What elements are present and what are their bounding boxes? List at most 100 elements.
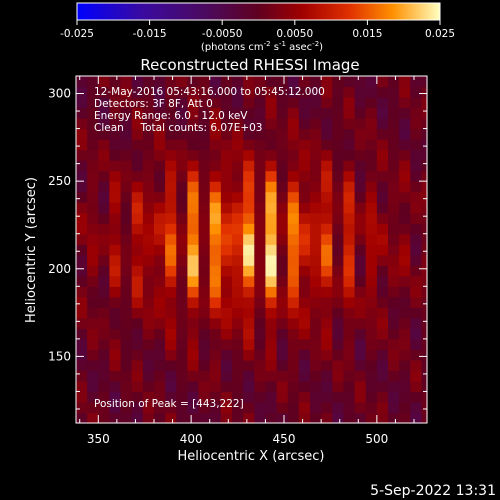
heatmap-cell <box>209 86 222 98</box>
heatmap-cell <box>209 412 222 424</box>
heatmap-cell <box>343 244 356 256</box>
heatmap-cell <box>298 286 311 298</box>
heatmap-cell <box>265 202 278 214</box>
heatmap-cell <box>376 212 389 224</box>
heatmap-cell <box>131 244 144 256</box>
heatmap-cell <box>243 380 255 393</box>
heatmap-cell <box>76 265 88 277</box>
heatmap-cell <box>198 86 211 98</box>
heatmap-cell <box>388 160 400 172</box>
heatmap-cell <box>198 181 211 193</box>
heatmap-cell <box>343 254 356 266</box>
heatmap-cell <box>321 86 333 98</box>
heatmap-cell <box>243 401 255 414</box>
heatmap-cell <box>198 370 211 382</box>
heatmap-cell <box>276 349 289 361</box>
heatmap-cell <box>209 170 222 182</box>
heatmap-cell <box>276 380 289 393</box>
heatmap-cell <box>142 391 155 403</box>
heatmap-cell <box>154 412 166 424</box>
heatmap-cell <box>376 149 389 161</box>
heatmap-cell <box>131 286 144 298</box>
heatmap-cell <box>354 370 367 382</box>
heatmap-cell <box>287 191 300 203</box>
y-tick-label: 200 <box>48 262 71 276</box>
heatmap-cell <box>410 139 423 151</box>
heatmap-cell <box>310 286 322 298</box>
heatmap-cell <box>142 202 155 214</box>
heatmap-cell <box>198 160 211 172</box>
heatmap-cell <box>154 107 166 119</box>
heatmap-cell <box>120 275 133 287</box>
heatmap-cell <box>388 149 400 161</box>
heatmap-cell <box>376 233 389 245</box>
heatmap-cell <box>343 307 356 319</box>
heatmap-cell <box>388 244 400 256</box>
heatmap-cell <box>87 338 99 350</box>
heatmap-cell <box>321 275 333 287</box>
heatmap-cell <box>388 391 400 403</box>
heatmap-cell <box>76 212 88 224</box>
heatmap-cell <box>187 338 200 350</box>
heatmap-cell <box>209 118 222 130</box>
heatmap-cell <box>365 202 378 214</box>
heatmap-cell <box>310 107 322 119</box>
heatmap-cell <box>176 275 189 287</box>
heatmap-cell <box>376 265 389 277</box>
heatmap-cell <box>232 286 244 298</box>
heatmap-cell <box>76 170 88 182</box>
heatmap-cell <box>399 370 411 382</box>
heatmap-cell <box>165 118 177 130</box>
heatmap-cell <box>343 107 356 119</box>
heatmap-cell <box>109 139 122 151</box>
heatmap-cell <box>287 338 300 350</box>
heatmap-cell <box>165 401 177 414</box>
heatmap-cell <box>232 86 244 98</box>
heatmap-cell <box>321 265 333 277</box>
heatmap-cell <box>332 370 345 382</box>
heatmap-cell <box>176 401 189 414</box>
heatmap-cell <box>187 317 200 329</box>
heatmap-cell <box>410 233 423 245</box>
heatmap-cell <box>232 223 244 235</box>
heatmap-cell <box>187 296 200 308</box>
heatmap-cell <box>399 149 411 161</box>
heatmap-cell <box>388 76 400 88</box>
heatmap-cell <box>187 380 200 393</box>
heatmap-cell <box>354 307 367 319</box>
heatmap-cell <box>332 254 345 266</box>
heatmap-cell <box>410 391 423 403</box>
heatmap-cell <box>254 317 267 329</box>
colorbar: -0.025 -0.015 -0.0050 0.0050 0.015 0.025 (pho… <box>60 2 455 53</box>
heatmap-cell <box>298 391 311 403</box>
heatmap-cell <box>131 160 144 172</box>
heatmap-cell <box>376 160 389 172</box>
heatmap-cell <box>298 307 311 319</box>
heatmap-cell <box>98 296 111 308</box>
heatmap-cell <box>187 370 200 382</box>
heatmap-cell <box>209 223 222 235</box>
heatmap-cell <box>76 286 88 298</box>
heatmap-cell <box>220 86 233 98</box>
heatmap-cell <box>154 139 166 151</box>
heatmap-cell <box>410 212 423 224</box>
heatmap-cell <box>187 86 200 98</box>
heatmap-cell <box>376 223 389 235</box>
heatmap-cell <box>354 244 367 256</box>
heatmap-cell <box>76 296 88 308</box>
heatmap-cell <box>232 97 244 109</box>
heatmap-cell <box>198 296 211 308</box>
heatmap-cell <box>176 391 189 403</box>
heatmap-cell <box>154 401 166 414</box>
heatmap-cell <box>321 391 333 403</box>
heatmap-cell <box>399 359 411 372</box>
heatmap-cell <box>232 265 244 277</box>
heatmap-cell <box>232 191 244 203</box>
heatmap-cell <box>365 254 378 266</box>
heatmap-cell <box>243 370 255 382</box>
heatmap-cell <box>332 380 345 393</box>
heatmap-cell <box>421 223 428 235</box>
heatmap-cell <box>76 118 88 130</box>
heatmap-cell <box>232 76 244 88</box>
heatmap-cell <box>399 391 411 403</box>
